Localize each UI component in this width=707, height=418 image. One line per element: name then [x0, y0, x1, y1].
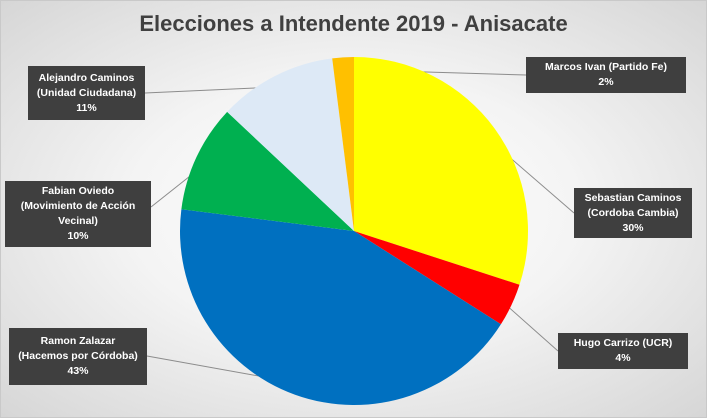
chart-title: Elecciones a Intendente 2019 - Anisacate	[139, 11, 568, 36]
data-label-alejandro: Alejandro Caminos (Unidad Ciudadana) 11%	[28, 66, 145, 120]
pie-slice-alejandro	[227, 58, 354, 232]
leader-line-hugo	[500, 299, 559, 352]
data-label-party: (Cordoba Cambia)	[587, 206, 679, 219]
data-label-marcos: Marcos Ivan (Partido Fe) 2%	[526, 57, 686, 93]
data-label-value: 2%	[598, 76, 614, 88]
data-label-value: 30%	[622, 221, 644, 234]
data-label-name: Marcos Ivan (Partido Fe)	[545, 61, 667, 73]
data-label-hugo: Hugo Carrizo (UCR) 4%	[558, 333, 688, 369]
pie-slices	[180, 57, 528, 406]
pie-slice-hugo	[354, 231, 520, 325]
data-label-party: (Hacemos por Córdoba)	[18, 350, 138, 362]
data-label-sebastian: Sebastian Caminos (Cordoba Cambia) 30%	[574, 188, 692, 238]
data-label-party: (Unidad Ciudadana)	[36, 86, 137, 99]
data-label-value: 4%	[615, 352, 631, 364]
data-label-party-cont: Vecinal)	[58, 215, 98, 227]
data-label-name: Hugo Carrizo (UCR)	[573, 337, 673, 349]
pie-slice-fabian	[181, 111, 354, 231]
data-label-name: Fabian Oviedo	[41, 185, 115, 197]
pie-slice-sebastian	[354, 57, 528, 285]
pie-slice-ramon	[180, 209, 501, 406]
data-label-name: Sebastian Caminos	[584, 191, 682, 204]
data-label-value: 43%	[67, 365, 89, 377]
data-label-ramon: Ramon Zalazar (Hacemos por Córdoba) 43%	[9, 328, 147, 385]
data-label-name: Ramon Zalazar	[40, 335, 116, 347]
data-label-party: (Movimiento de Acción	[20, 200, 136, 212]
data-label-value: 10%	[67, 230, 89, 242]
pie-slice-marcos	[332, 57, 354, 231]
data-label-name: Alejandro Caminos	[38, 71, 135, 84]
data-label-fabian: Fabian Oviedo (Movimiento de Acción Veci…	[5, 181, 151, 247]
data-label-value: 11%	[76, 101, 97, 114]
